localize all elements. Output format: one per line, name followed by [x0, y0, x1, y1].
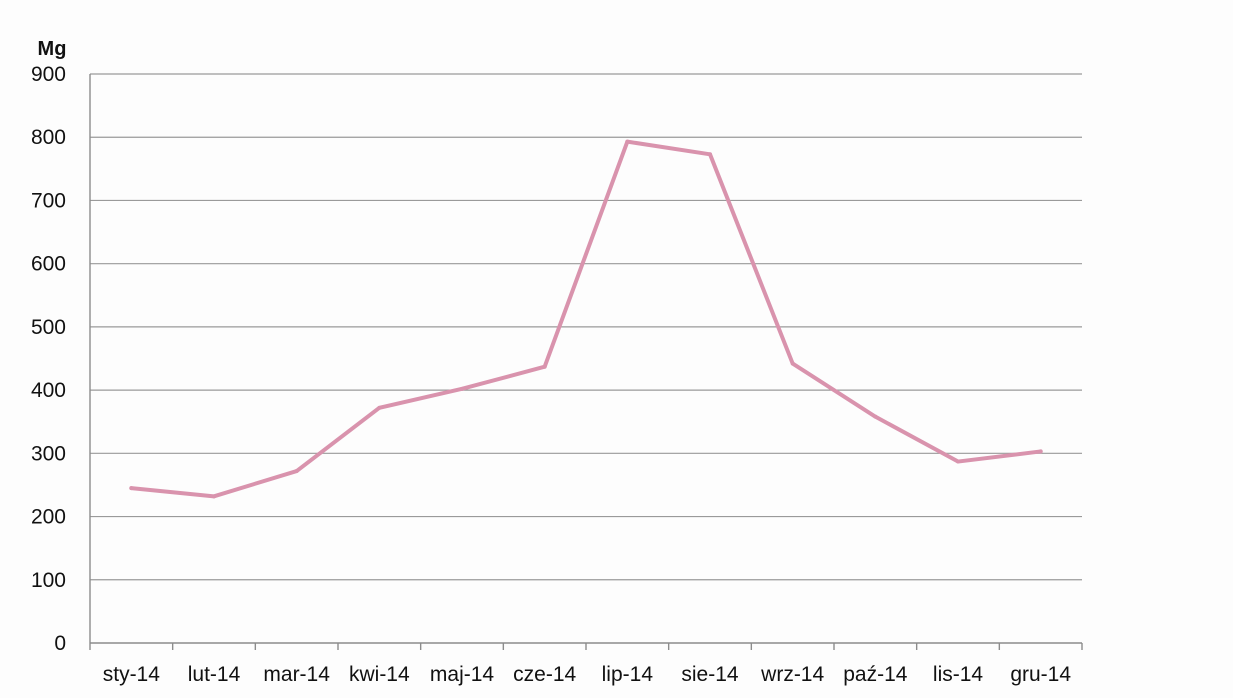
x-tick-label: gru-14 [1010, 663, 1071, 686]
x-tick-label: mar-14 [263, 663, 330, 686]
axes [89, 74, 1083, 650]
data-point [294, 469, 299, 474]
data-point [542, 364, 547, 369]
data-point [873, 414, 878, 419]
x-tick-label: sie-14 [681, 663, 739, 686]
x-tick-label: paź-14 [843, 663, 908, 686]
x-tick-label: wrz-14 [760, 663, 824, 686]
y-tick-label: 700 [31, 189, 66, 212]
x-axis-tick-labels: sty-14 lut-14 mar-14 kwi-14 maj-14 cze-14 lip-… [103, 663, 1072, 686]
data-point [460, 386, 464, 391]
data-point [1038, 449, 1043, 454]
data-point [956, 459, 960, 464]
data-point [625, 139, 630, 144]
series-lines [129, 139, 1043, 499]
data-point [708, 152, 712, 157]
x-tick-label: lip-14 [602, 663, 654, 686]
y-axis-tick-labels: 0 100 200 300 400 500 600 700 800 900 [31, 63, 66, 655]
y-tick-label: 0 [54, 632, 66, 655]
x-tick-label: sty-14 [103, 663, 161, 686]
y-tick-label: 300 [31, 442, 66, 465]
gridlines [90, 73, 1082, 581]
y-tick-label: 100 [31, 569, 66, 592]
x-tick-label: lut-14 [188, 663, 241, 686]
y-axis-unit-label: Mg [38, 38, 67, 60]
y-tick-label: 500 [31, 316, 66, 339]
y-tick-label: 600 [31, 253, 66, 276]
y-tick-label: 400 [31, 379, 66, 402]
y-tick-label: 800 [31, 126, 66, 149]
x-tick-label: lis-14 [933, 663, 984, 686]
data-point [377, 405, 382, 410]
data-point [790, 361, 795, 366]
data-point [129, 486, 134, 491]
series-line-0 [129, 139, 1043, 499]
x-tick-label: maj-14 [430, 663, 495, 686]
y-tick-label: 200 [31, 506, 66, 529]
x-tick-label: cze-14 [513, 663, 576, 686]
x-tick-label: kwi-14 [349, 663, 410, 686]
y-tick-label: 900 [31, 63, 66, 86]
data-point [212, 494, 216, 499]
